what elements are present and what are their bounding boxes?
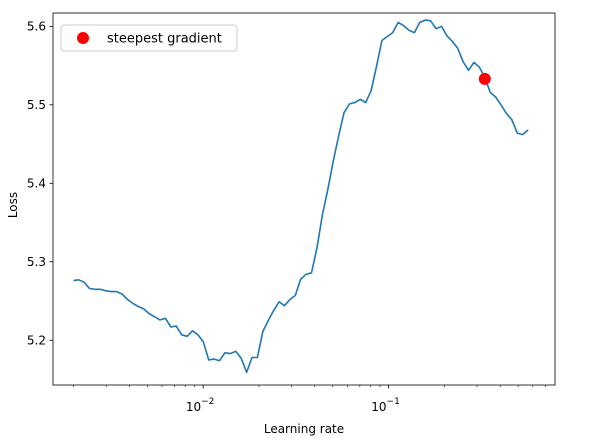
y-axis-label: Loss [6,192,20,218]
y-tick-label: 5.4 [27,177,46,191]
x-axis-ticks: 10−2 10−1 [73,385,546,414]
y-tick-label: 5.2 [27,334,46,348]
plot-frame [52,12,556,386]
steepest-gradient-marker [478,72,491,85]
loss-curve [73,19,529,374]
y-tick-label: 5.6 [27,20,46,34]
y-axis-ticks: 5.2 5.3 5.4 5.5 5.6 [27,20,53,348]
legend: steepest gradient [60,24,238,52]
legend-marker-icon [77,32,89,44]
x-tick-label: 10−1 [371,397,400,414]
plot-area [73,19,529,374]
y-tick-label: 5.3 [27,255,46,269]
x-axis-label: Learning rate [264,422,344,436]
y-tick-label: 5.5 [27,98,46,112]
x-tick-label: 10−2 [186,397,215,414]
marker-group [478,72,491,85]
legend-entry-steepest-gradient: steepest gradient [107,32,222,47]
legend-box [60,24,238,52]
